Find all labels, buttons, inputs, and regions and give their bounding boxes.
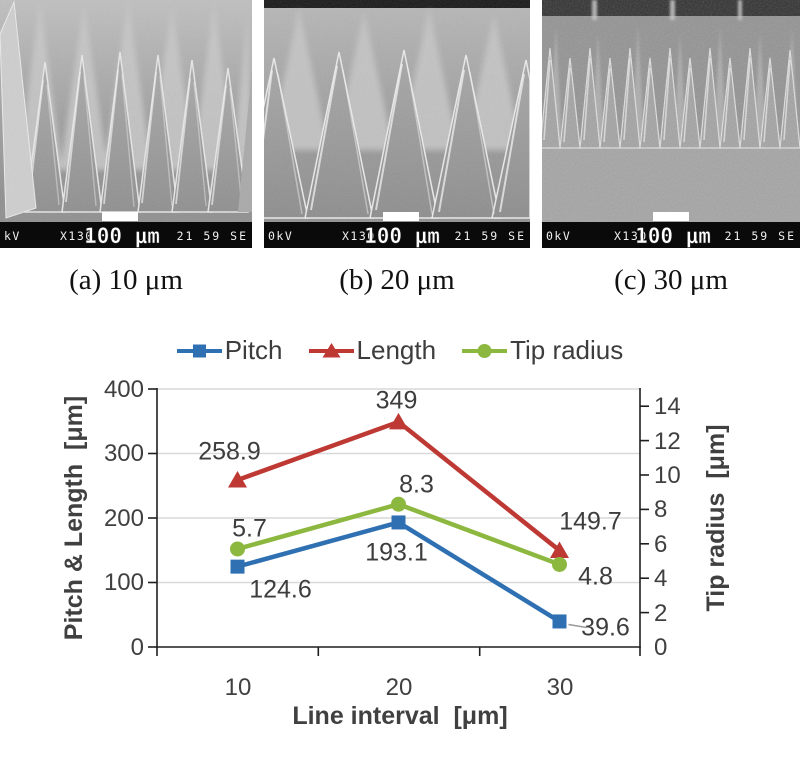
pitch-marker-icon	[176, 342, 222, 360]
chart-legend: Pitch Length Tip radius	[0, 335, 800, 366]
caption-b: (b) 20 μm	[339, 264, 455, 296]
caption-c: (c) 30 μm	[614, 264, 728, 296]
right-tick-2: 2	[654, 600, 668, 627]
data-label: 5.7	[232, 514, 267, 543]
data-label: 39.6	[581, 613, 630, 642]
right-tick-8: 8	[654, 496, 668, 523]
series-layer	[228, 412, 587, 629]
info-bar	[542, 222, 800, 248]
info-mag: X130	[342, 229, 376, 243]
chart-axes	[148, 388, 649, 656]
left-tick-100: 100	[103, 569, 144, 596]
sem-micrograph-b: 0kV X130 100 μm 21 59 SE	[264, 0, 530, 248]
info-bar	[0, 222, 252, 248]
info-kv: 0kV	[268, 229, 293, 243]
sem-image-a: kV X130 100 μm 21 59 SE	[0, 0, 252, 248]
data-label: 193.1	[365, 538, 428, 567]
info-time: 21 59 SE	[725, 229, 796, 243]
left-tick-400: 400	[103, 376, 144, 403]
length-marker-icon	[308, 342, 354, 360]
legend-item-length: Length	[308, 335, 437, 366]
caption-a: (a) 10 μm	[69, 264, 183, 296]
sem-micrograph-c: 0kV X130 100 μm 21 59 SE	[542, 0, 800, 248]
info-kv: kV	[4, 229, 21, 243]
tip-radius-marker-icon	[462, 342, 508, 360]
x-tick-20: 20	[385, 674, 413, 701]
legend-label-length: Length	[356, 335, 437, 365]
x-tick-30: 30	[546, 674, 574, 701]
data-label: 349	[375, 386, 418, 415]
data-label: 124.6	[249, 575, 312, 604]
right-tick-4: 4	[654, 565, 668, 592]
info-time: 21 59 SE	[177, 229, 248, 243]
scale-bar	[383, 212, 419, 221]
sem-micrograph-a: kV X130 100 μm 21 59 SE	[0, 0, 252, 248]
info-mag: X130	[614, 229, 648, 243]
info-bar	[264, 222, 530, 248]
x-axis-title: Line interval [μm]	[292, 702, 508, 730]
legend-label-pitch: Pitch	[224, 335, 283, 365]
left-tick-0: 0	[130, 634, 144, 661]
info-mag: X130	[60, 229, 94, 243]
data-label: 8.3	[399, 470, 434, 499]
legend-item-pitch: Pitch	[176, 335, 283, 366]
left-axis-title: Pitch & Length [μm]	[60, 395, 88, 641]
right-axis-title: Tip radius [μm]	[702, 424, 730, 612]
info-kv: 0kV	[546, 229, 571, 243]
x-tick-10: 10	[224, 674, 252, 701]
scale-bar	[102, 212, 138, 221]
sem-image-b: 0kV X130 100 μm 21 59 SE	[264, 0, 530, 248]
scale-label: 100 μm	[635, 224, 711, 248]
info-time: 21 59 SE	[455, 229, 526, 243]
line-chart: Pitch Length Tip radius 400 300 200 100 …	[0, 320, 800, 779]
legend-item-tip-radius: Tip radius	[462, 335, 623, 366]
scale-label: 100 μm	[364, 224, 440, 248]
left-tick-300: 300	[103, 440, 144, 467]
data-label: 149.7	[559, 507, 622, 536]
sem-image-c: 0kV X130 100 μm 21 59 SE	[542, 0, 800, 248]
right-tick-0: 0	[654, 634, 668, 661]
left-tick-200: 200	[103, 505, 144, 532]
right-tick-12: 12	[654, 428, 681, 455]
scale-label: 100 μm	[84, 224, 160, 248]
right-tick-6: 6	[654, 531, 668, 558]
data-label: 4.8	[578, 562, 613, 591]
scale-bar	[653, 212, 689, 221]
axis-lines	[148, 388, 649, 656]
data-label: 258.9	[198, 437, 261, 466]
right-tick-10: 10	[654, 462, 681, 489]
right-tick-14: 14	[654, 393, 681, 420]
legend-label-tip-radius: Tip radius	[510, 335, 624, 365]
